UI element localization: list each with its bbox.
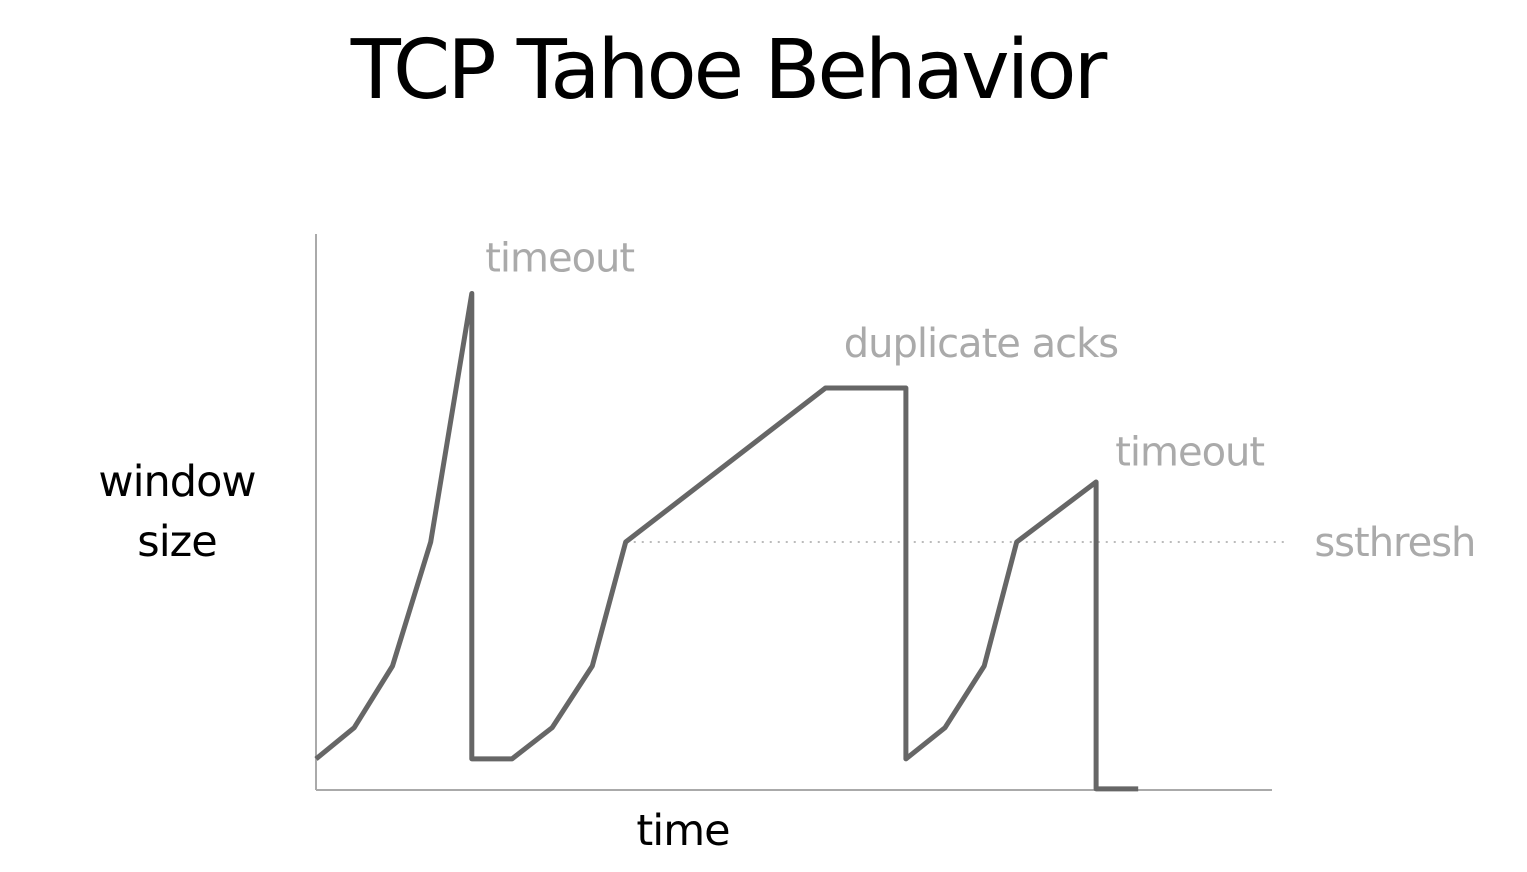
ssthresh-threshold: ssthresh (625, 520, 1476, 566)
annotation-timeout-0: timeout (485, 235, 634, 281)
chart-axes (315, 234, 1272, 791)
y-axis-label: window size (98, 457, 256, 567)
ssthresh-label: ssthresh (1314, 520, 1475, 566)
annotation-duplicate-acks-1: duplicate acks (844, 321, 1118, 367)
chart-annotations: timeout duplicate acks timeout (485, 235, 1265, 475)
annotation-timeout-2: timeout (1115, 429, 1264, 475)
slide-title: TCP Tahoe Behavior (350, 23, 1108, 118)
chart-series (314, 291, 1139, 792)
window-size-series-line (314, 291, 1139, 792)
x-axis-label: time (636, 806, 730, 856)
